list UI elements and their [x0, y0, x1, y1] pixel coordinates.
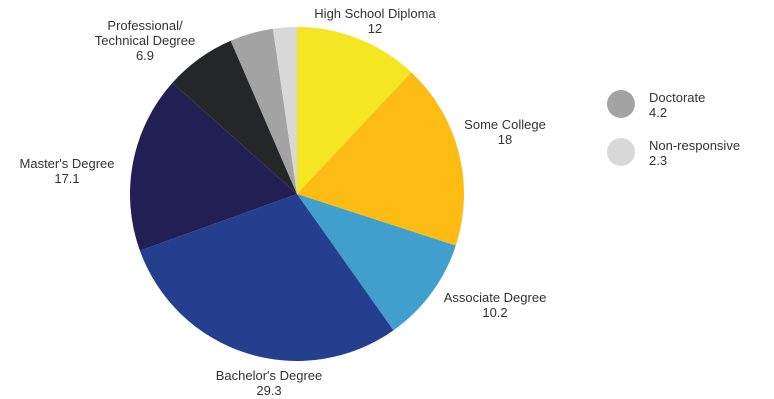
legend-value-doctorate: 4.2	[649, 105, 668, 120]
data-label-text: Some College	[464, 117, 546, 132]
data-label-associate-degree: Associate Degree 10.2	[444, 290, 547, 320]
legend-item-doctorate: Doctorate 4.2	[607, 90, 705, 120]
slice-professional-technical-degree	[172, 40, 297, 195]
data-label-value: 10.2	[482, 305, 507, 320]
legend-label-doctorate: Doctorate	[649, 90, 706, 105]
slice-non-responsive	[272, 27, 297, 194]
data-label-text: Bachelor's Degree	[216, 368, 323, 383]
legend-label-non-responsive: Non-responsive	[649, 138, 741, 153]
data-label-high-school-diploma: High School Diploma 12	[314, 6, 436, 36]
legend-swatch-doctorate	[607, 90, 635, 118]
slice-associate-degree	[297, 194, 456, 331]
pie-labels: High School Diploma 12 Some College 18 Assoc…	[20, 6, 547, 398]
slice-some-college	[297, 72, 465, 246]
data-label-bachelor-s-degree: Bachelor's Degree 29.3	[216, 368, 323, 398]
data-label-text: High School Diploma	[314, 6, 436, 21]
slice-master-s-degree	[129, 82, 297, 251]
data-label-text: Professional/	[107, 18, 183, 33]
data-label-text: Associate Degree	[444, 290, 547, 305]
pie-slices	[129, 27, 465, 362]
legend-text-doctorate: Doctorate 4.2	[649, 90, 705, 120]
slice-high-school-diploma	[297, 27, 412, 194]
data-label-value: 6.9	[136, 48, 154, 63]
data-label-value: 29.3	[256, 383, 281, 398]
legend-swatch-non-responsive	[607, 138, 635, 166]
data-label-value: 12	[368, 21, 382, 36]
data-label-text: Master's Degree	[20, 156, 115, 171]
data-label-value: 17.1	[54, 171, 79, 186]
slice-bachelor-s-degree	[139, 194, 394, 362]
data-label-some-college: Some College 18	[464, 117, 546, 147]
slice-doctorate	[230, 28, 297, 194]
data-label-text: Technical Degree	[95, 33, 195, 48]
legend-text-non-responsive: Non-responsive 2.3	[649, 138, 740, 168]
data-label-value: 18	[498, 132, 512, 147]
data-label-master-s-degree: Master's Degree 17.1	[20, 156, 115, 186]
legend-item-non-responsive: Non-responsive 2.3	[607, 138, 740, 168]
legend-value-non-responsive: 2.3	[649, 153, 668, 168]
data-label-professional-technical-degree: Professional/Technical Degree 6.9	[95, 18, 195, 63]
